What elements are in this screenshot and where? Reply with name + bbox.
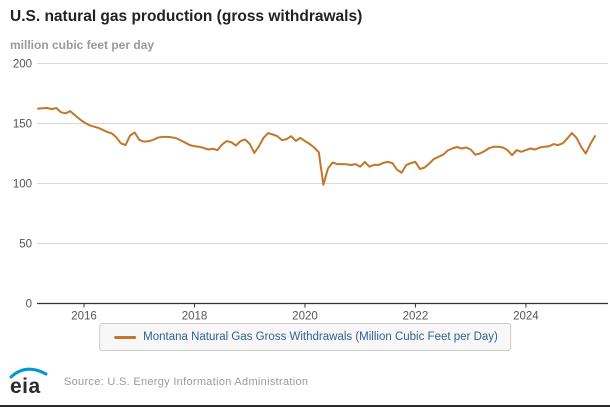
- eia-logo: eia: [8, 365, 52, 399]
- line-chart-plot-area[interactable]: 0 50 100 150 200 2016 2018 2020 2022 2024: [0, 55, 610, 321]
- x-tick-label-2018: 2018: [182, 311, 208, 322]
- legend-series-label: Montana Natural Gas Gross Withdrawals (M…: [143, 331, 498, 343]
- source-attribution: Source: U.S. Energy Information Administ…: [64, 376, 309, 388]
- y-tick-label-150: 150: [13, 119, 32, 131]
- x-axis: 2016 2018 2020 2022 2024: [71, 303, 539, 322]
- series-lines: [37, 107, 596, 186]
- chart-title: U.S. natural gas production (gross withd…: [10, 8, 363, 25]
- legend-line-swatch: [114, 335, 137, 339]
- x-tick-label-2024: 2024: [513, 311, 539, 322]
- eia-logo-swoosh-icon: [9, 367, 48, 379]
- x-tick-label-2022: 2022: [403, 311, 429, 322]
- footer: eia Source: U.S. Energy Information Admi…: [0, 359, 610, 405]
- y-tick-label-100: 100: [13, 179, 32, 191]
- legend[interactable]: Montana Natural Gas Gross Withdrawals (M…: [99, 323, 511, 351]
- y-axis-tick-labels: 0 50 100 150 200: [13, 59, 32, 311]
- y-tick-label-200: 200: [13, 59, 32, 71]
- eia-logo-text: eia: [10, 375, 41, 398]
- y-tick-label-50: 50: [19, 239, 32, 251]
- series-line-montana-gross-withdrawals: [37, 107, 596, 186]
- x-tick-label-2020: 2020: [292, 311, 318, 322]
- y-tick-label-0: 0: [26, 299, 32, 311]
- chart-units-label: million cubic feet per day: [10, 38, 155, 52]
- x-tick-label-2016: 2016: [71, 311, 97, 322]
